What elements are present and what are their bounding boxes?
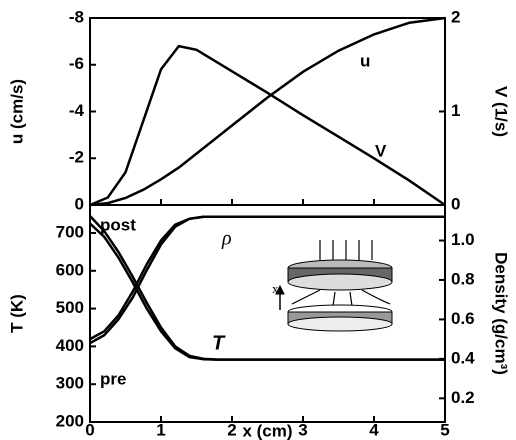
data-line bbox=[89, 215, 445, 345]
x-tick-label: 0 bbox=[85, 420, 94, 439]
x-axis-label: x (cm) bbox=[242, 421, 292, 440]
annotation: ρ bbox=[221, 228, 232, 250]
y-tick-label: -2 bbox=[69, 148, 84, 167]
y-tick-label: 700 bbox=[56, 222, 84, 241]
y-tick-label: 200 bbox=[56, 411, 84, 430]
y2-tick-label: 1 bbox=[451, 101, 460, 120]
y2-tick-label: 0 bbox=[451, 194, 460, 213]
y-tick-label: -8 bbox=[69, 7, 84, 26]
y-tick-label: 500 bbox=[56, 298, 84, 317]
y2-axis-label: Density (g/cm³) bbox=[492, 252, 511, 375]
data-line bbox=[89, 222, 445, 361]
top-frame bbox=[89, 17, 446, 206]
y2-tick-label: 2 bbox=[451, 7, 460, 26]
y-axis-label: u (cm/s) bbox=[7, 79, 26, 144]
y-tick-label: 0 bbox=[75, 194, 84, 213]
series-label: post bbox=[100, 215, 136, 234]
y-tick-label: 600 bbox=[56, 260, 84, 279]
y-tick-label: 400 bbox=[56, 336, 84, 355]
series-label: pre bbox=[100, 369, 126, 388]
y-tick-label: -6 bbox=[69, 54, 84, 73]
x-tick-label: 2 bbox=[227, 420, 236, 439]
series-label: u bbox=[360, 51, 370, 70]
series-label: V bbox=[375, 141, 387, 160]
y-tick-label: 300 bbox=[56, 374, 84, 393]
x-tick-label: 4 bbox=[369, 420, 379, 439]
y-axis-label: T (K) bbox=[7, 294, 26, 333]
x-tick-label: 1 bbox=[156, 420, 165, 439]
annotation: x bbox=[272, 281, 279, 296]
data-line bbox=[89, 16, 446, 207]
x-tick-label: 5 bbox=[440, 420, 449, 439]
inset-diagram bbox=[275, 240, 393, 332]
data-line bbox=[89, 44, 446, 207]
y2-tick-label: 1.0 bbox=[451, 230, 475, 249]
y2-tick-label: 0.4 bbox=[451, 348, 475, 367]
y2-tick-label: 0.8 bbox=[451, 269, 475, 288]
y2-tick-label: 0.6 bbox=[451, 309, 475, 328]
y2-tick-label: 0.2 bbox=[451, 388, 475, 407]
y2-axis-label: V (1/s) bbox=[492, 86, 511, 137]
x-tick-label: 3 bbox=[298, 420, 307, 439]
annotation: T bbox=[212, 332, 226, 354]
y-tick-label: -4 bbox=[69, 101, 85, 120]
data-line bbox=[89, 215, 445, 361]
bottom-frame bbox=[89, 204, 446, 423]
